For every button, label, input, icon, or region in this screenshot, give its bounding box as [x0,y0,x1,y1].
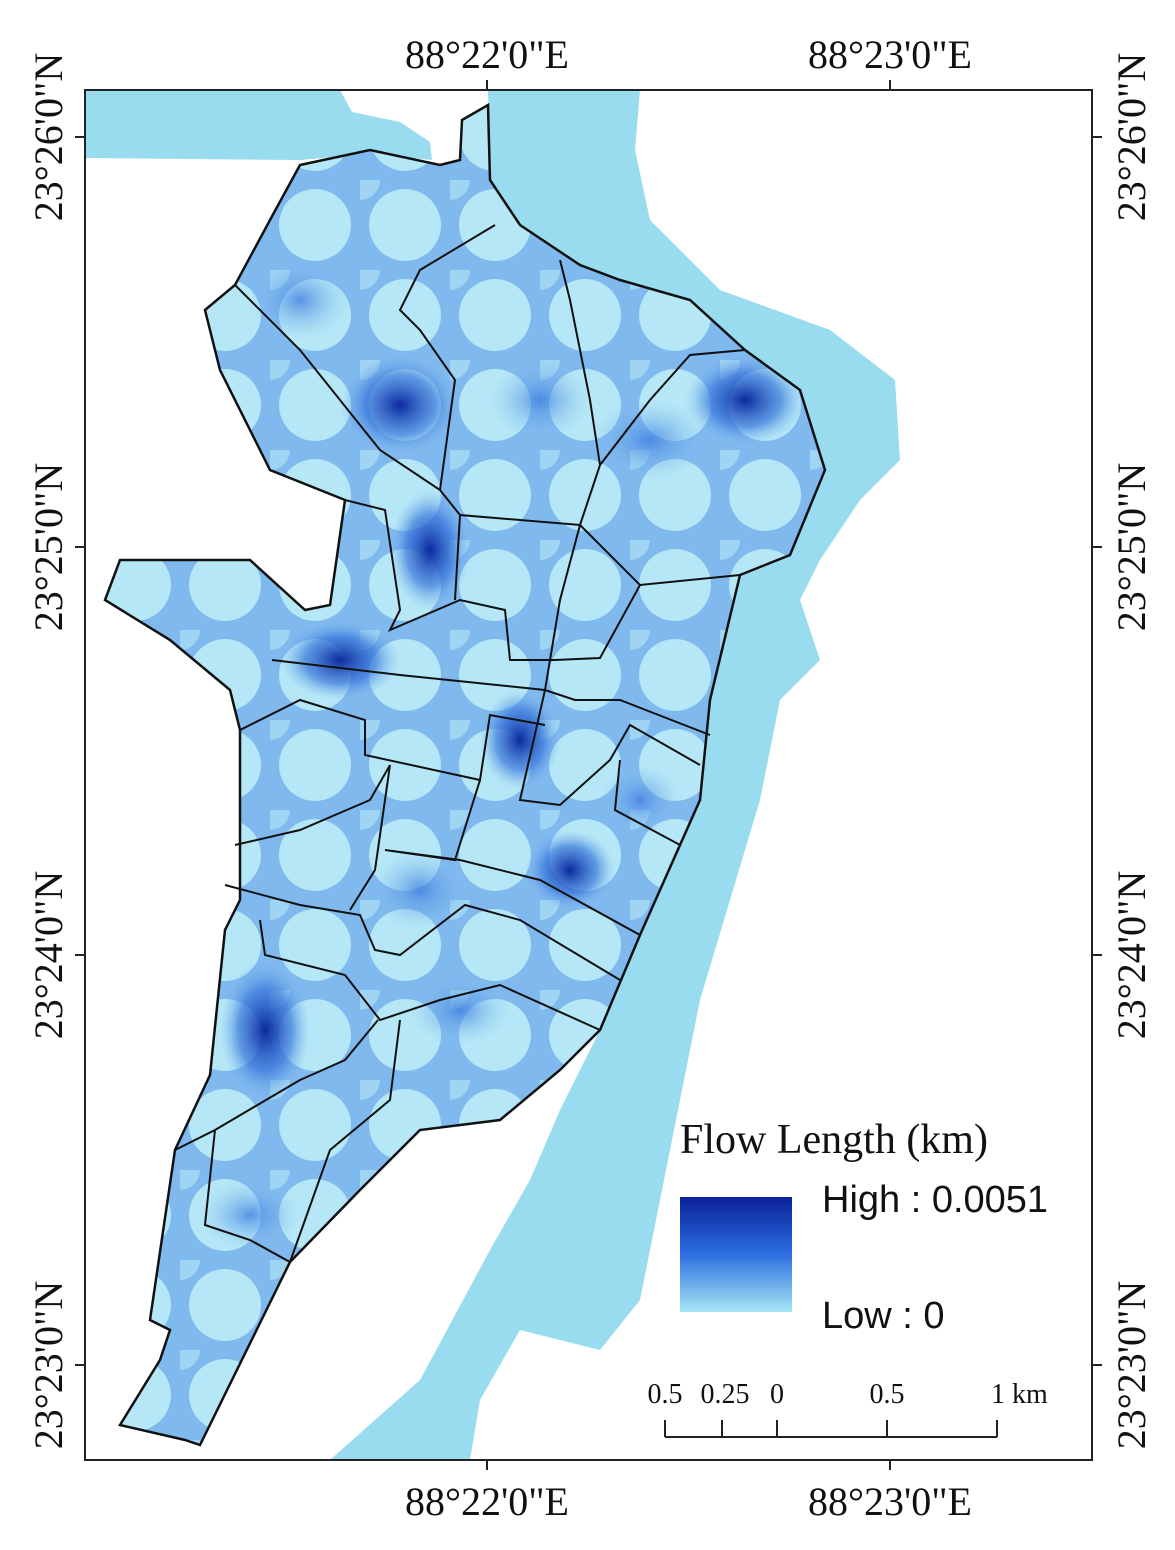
x-tick-label: 88°22'0"E [405,32,569,77]
scale-label: 0.25 [701,1379,750,1410]
y-tick-label: 23°24'0"N [26,871,71,1039]
y-tick-label: 23°23'0"N [1109,1281,1154,1449]
x-tick-label: 88°23'0"E [808,32,972,77]
scale-bar: 0.5 0.25 0 0.5 1 km [648,1379,1048,1438]
x-tick-label: 88°23'0"E [808,1479,972,1524]
y-tick-label: 23°26'0"N [26,53,71,221]
map-frame [84,89,1093,1461]
scale-label: 0.5 [870,1379,905,1410]
legend: Flow Length (km) High : 0.0051 Low : 0 [680,1117,1048,1337]
graticule-ticks [75,80,1102,1470]
map-frame-content [85,90,900,1460]
y-tick-label: 23°24'0"N [1109,871,1154,1039]
y-tick-label: 23°25'0"N [1109,463,1154,631]
scale-label: 0.5 [648,1379,683,1410]
water [330,90,900,1460]
y-tick-label: 23°26'0"N [1109,53,1154,221]
legend-ramp [680,1197,792,1312]
y-tick-label: 23°25'0"N [26,463,71,631]
legend-low: Low : 0 [822,1295,945,1337]
legend-title: Flow Length (km) [680,1117,988,1163]
scale-label: 0 [770,1379,784,1410]
scale-label: 1 km [991,1379,1048,1410]
water [85,90,432,160]
x-tick-label: 88°22'0"E [405,1479,569,1524]
legend-high: High : 0.0051 [822,1179,1048,1221]
y-tick-label: 23°23'0"N [26,1281,71,1449]
ward-boundaries [174,224,746,1264]
